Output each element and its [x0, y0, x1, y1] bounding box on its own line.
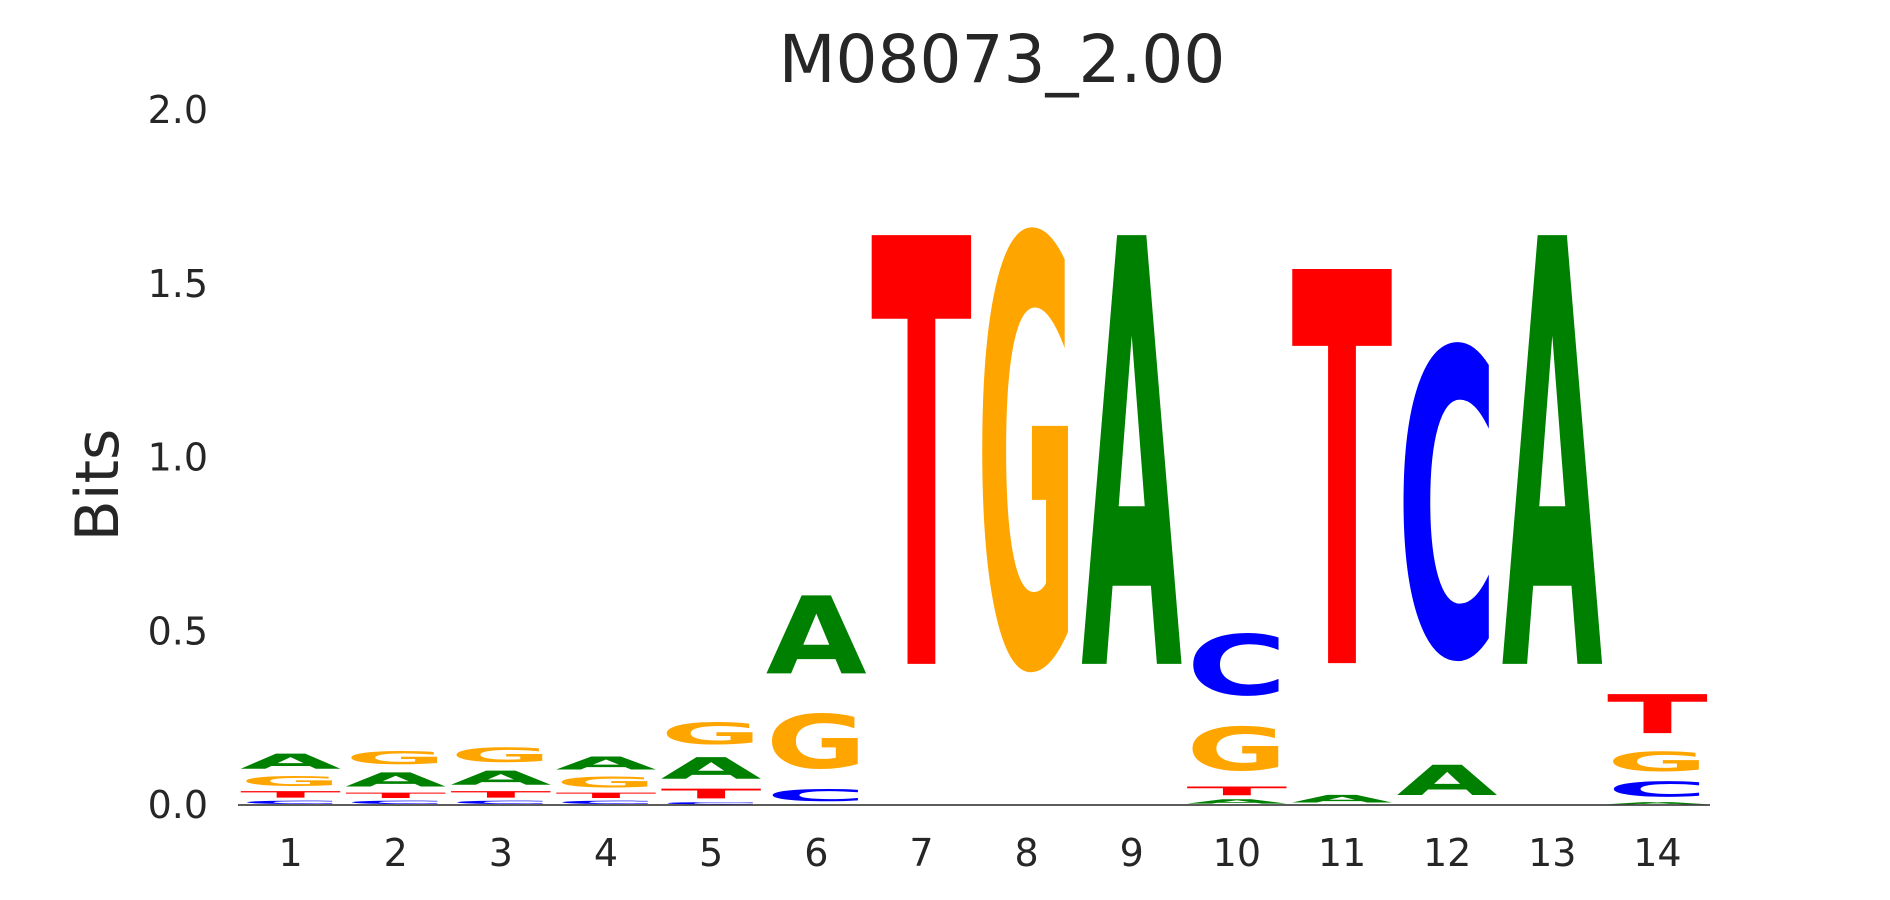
- logo-letter-A-pos-12: A: [1397, 756, 1498, 805]
- y-tick-label: 1.5: [148, 262, 208, 306]
- x-tick-label: 12: [1423, 831, 1471, 875]
- x-tick-label: 10: [1213, 831, 1261, 875]
- logo-letter-G-pos-5: G: [661, 717, 762, 752]
- logo-letter-C-pos-14: C: [1607, 778, 1708, 802]
- logo-letter-A-pos-5: A: [661, 751, 762, 786]
- logo-letter-C-pos-6: C: [766, 786, 867, 805]
- logo-letter-T-pos-2: T: [345, 791, 446, 800]
- logo-letter-A-pos-2: A: [345, 768, 446, 791]
- logo-letter-A-pos-1: A: [240, 750, 341, 774]
- logo-letter-G-pos-3: G: [450, 744, 551, 767]
- logo-letter-A-pos-9: A: [1081, 120, 1183, 803]
- logo-letter-G-pos-14: G: [1607, 746, 1708, 777]
- y-tick-label: 2.0: [148, 88, 208, 132]
- logo-letter-A-pos-14: A: [1607, 802, 1708, 805]
- x-tick-label: 14: [1633, 831, 1681, 875]
- y-tick-label: 1.0: [148, 436, 208, 480]
- logo-letter-A-pos-4: A: [556, 753, 657, 774]
- logo-letter-T-pos-1: T: [240, 789, 341, 799]
- logo-letter-G-pos-8: G: [976, 120, 1077, 804]
- x-tick-label: 7: [909, 831, 933, 875]
- logo-letter-T-pos-10: T: [1186, 784, 1287, 798]
- logo-letter-C-pos-12: C: [1397, 264, 1498, 755]
- y-axis-label: Bits: [63, 429, 133, 542]
- logo-letter-C-pos-5: C: [661, 802, 762, 805]
- x-tick-label: 6: [804, 831, 828, 875]
- x-tick-label: 2: [384, 831, 408, 875]
- logo-letter-T-pos-5: T: [661, 786, 762, 802]
- x-tick-label: 5: [699, 831, 723, 875]
- x-tick-label: 13: [1528, 831, 1576, 875]
- logo-letter-T-pos-3: T: [450, 789, 551, 799]
- chart-title: M08073_2.00: [779, 21, 1226, 98]
- logo-letter-A-pos-13: A: [1502, 120, 1604, 803]
- logo-letter-A-pos-3: A: [450, 767, 551, 790]
- logo-letter-C-pos-1: C: [240, 800, 341, 805]
- x-tick-label: 3: [489, 831, 513, 875]
- logo-letter-G-pos-6: G: [766, 699, 867, 785]
- logo-letter-C-pos-3: C: [450, 800, 551, 805]
- logo-letter-T-pos-4: T: [556, 791, 657, 800]
- logo-letter-T-pos-7: T: [871, 119, 973, 803]
- logo-letter-G-pos-2: G: [345, 748, 446, 769]
- logo-letter-G-pos-1: G: [240, 774, 341, 790]
- logo-letter-A-pos-11: A: [1292, 793, 1394, 805]
- x-axis-ticks: 1 2 3 4 5 6 7 8 9 10 11 12 13 14: [278, 831, 1681, 875]
- logo-letter-C-pos-10: C: [1186, 618, 1287, 715]
- logo-letter-C-pos-4: C: [556, 800, 657, 805]
- logo-letter-T-pos-11: T: [1292, 163, 1394, 792]
- logo-letter-A-pos-6: A: [766, 575, 867, 700]
- y-axis-ticks: 0.0 0.5 1.0 1.5 2.0: [148, 88, 208, 827]
- logo-letter-T-pos-14: T: [1607, 684, 1708, 746]
- logo-letter-C-pos-2: C: [345, 800, 446, 805]
- y-tick-label: 0.5: [148, 609, 208, 653]
- x-tick-label: 1: [278, 831, 302, 875]
- x-tick-label: 8: [1014, 831, 1038, 875]
- logo-letter-G-pos-4: G: [556, 774, 657, 791]
- y-tick-label: 0.0: [148, 783, 208, 827]
- x-tick-label: 4: [594, 831, 618, 875]
- logo-letter-A-pos-10: A: [1186, 798, 1287, 805]
- x-tick-label: 11: [1318, 831, 1366, 875]
- x-tick-label: 9: [1120, 831, 1144, 875]
- logo-letter-G-pos-10: G: [1186, 715, 1287, 785]
